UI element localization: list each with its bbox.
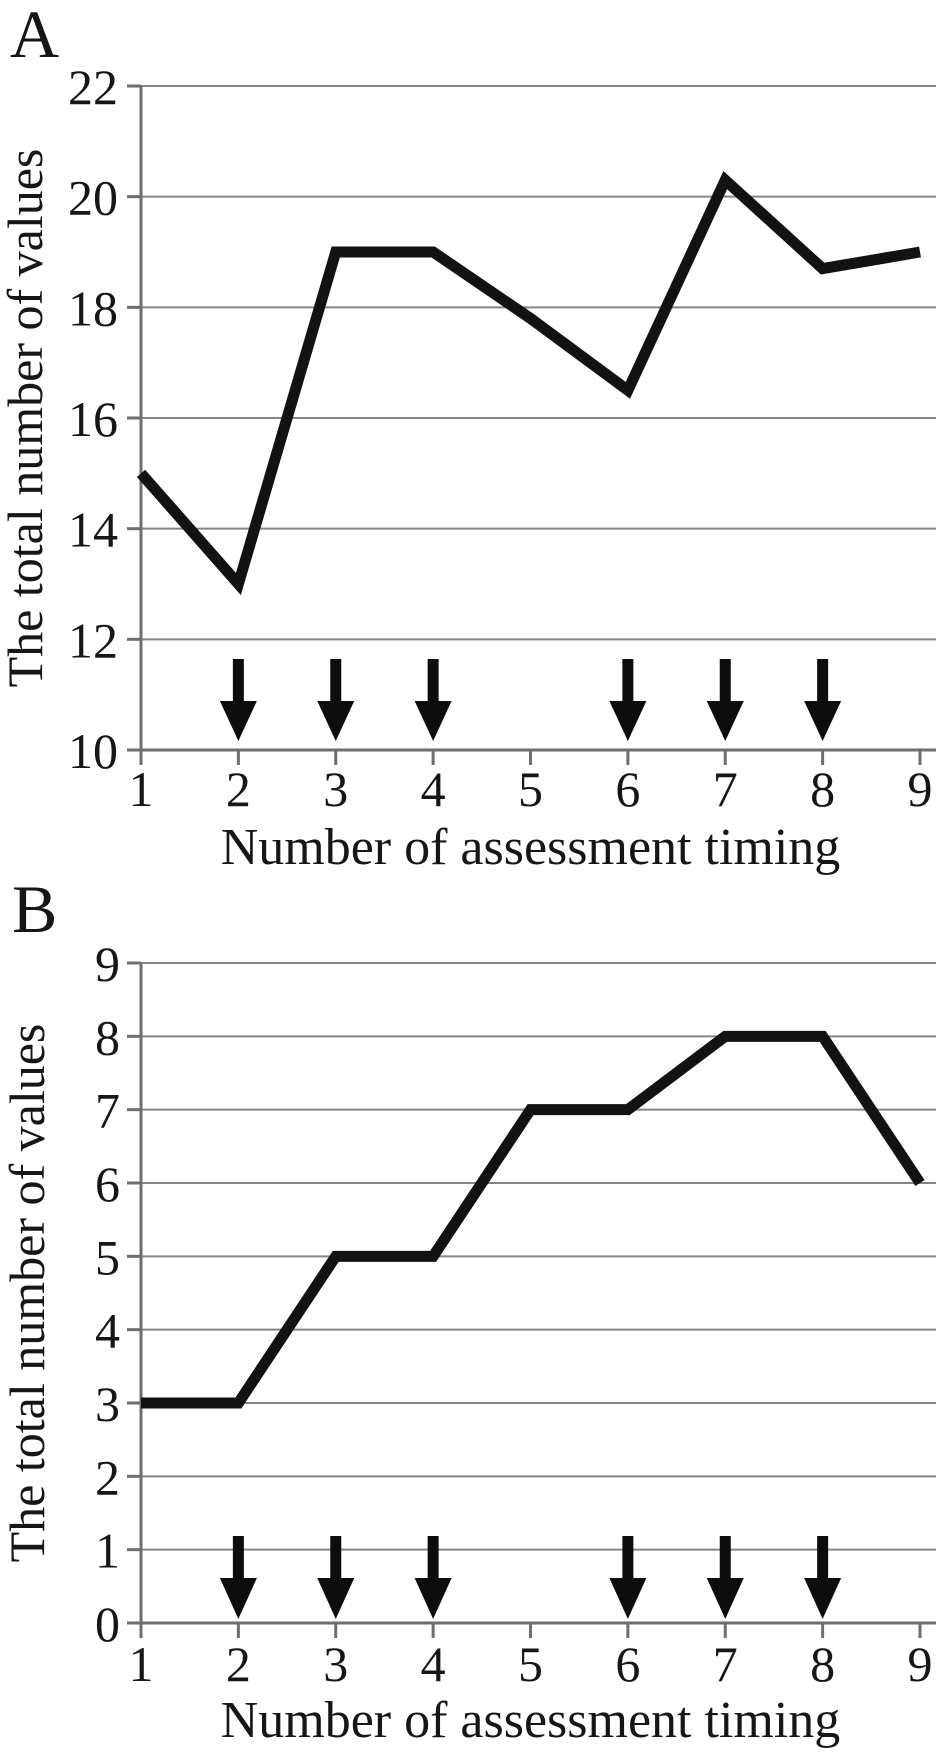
y-tick-label: 16: [68, 391, 118, 447]
down-arrow-marker: [414, 659, 452, 741]
panel-letter: B: [12, 880, 57, 947]
y-tick-label: 10: [68, 723, 118, 779]
down-arrow-marker: [219, 659, 257, 741]
y-tick-label: 14: [68, 502, 118, 558]
x-tick-label: 5: [518, 761, 543, 817]
x-axis-title: Number of assessment timing: [221, 1692, 841, 1749]
x-tick-label: 8: [810, 761, 835, 817]
x-tick-label: 6: [615, 1636, 640, 1692]
x-tick-label: 8: [810, 1636, 835, 1692]
y-tick-label: 0: [95, 1596, 120, 1652]
x-tick-label: 2: [226, 761, 251, 817]
down-arrow-marker: [609, 659, 647, 741]
y-axis-title: The total number of values: [0, 1024, 55, 1563]
x-tick-label: 7: [713, 761, 738, 817]
y-tick-label: 22: [68, 59, 118, 115]
down-arrow-marker: [317, 1536, 355, 1619]
y-tick-label: 7: [95, 1083, 120, 1139]
x-axis-title: Number of assessment timing: [221, 819, 841, 876]
y-tick-label: 1: [95, 1523, 120, 1579]
y-axis-title: The total number of values: [0, 149, 53, 688]
down-arrow-marker: [706, 1536, 744, 1619]
y-tick-label: 9: [95, 936, 120, 992]
y-tick-label: 12: [68, 612, 118, 668]
y-tick-label: 5: [95, 1229, 120, 1285]
y-tick-label: 8: [95, 1009, 120, 1065]
x-tick-label: 3: [323, 761, 348, 817]
x-tick-label: 1: [129, 1636, 154, 1692]
down-arrow-marker: [804, 1536, 842, 1619]
x-tick-label: 3: [323, 1636, 348, 1692]
y-tick-label: 3: [95, 1376, 120, 1432]
down-arrow-marker: [609, 1536, 647, 1619]
down-arrow-marker: [706, 659, 744, 741]
x-tick-label: 1: [129, 761, 154, 817]
x-tick-label: 6: [615, 761, 640, 817]
y-tick-label: 18: [68, 280, 118, 336]
x-tick-label: 4: [421, 1636, 446, 1692]
y-tick-label: 4: [95, 1303, 120, 1359]
panel-letter: A: [10, 0, 59, 72]
down-arrow-marker: [317, 659, 355, 741]
x-tick-label: 9: [908, 761, 933, 817]
x-tick-label: 4: [421, 761, 446, 817]
x-tick-label: 9: [908, 1636, 933, 1692]
y-tick-label: 6: [95, 1156, 120, 1212]
down-arrow-marker: [414, 1536, 452, 1619]
x-tick-label: 2: [226, 1636, 251, 1692]
y-tick-label: 20: [68, 170, 118, 226]
data-line: [136, 170, 921, 596]
x-tick-label: 5: [518, 1636, 543, 1692]
down-arrow-marker: [219, 1536, 257, 1619]
data-line: [141, 1030, 925, 1409]
y-tick-label: 2: [95, 1449, 120, 1505]
x-tick-label: 7: [713, 1636, 738, 1692]
down-arrow-marker: [804, 659, 842, 741]
